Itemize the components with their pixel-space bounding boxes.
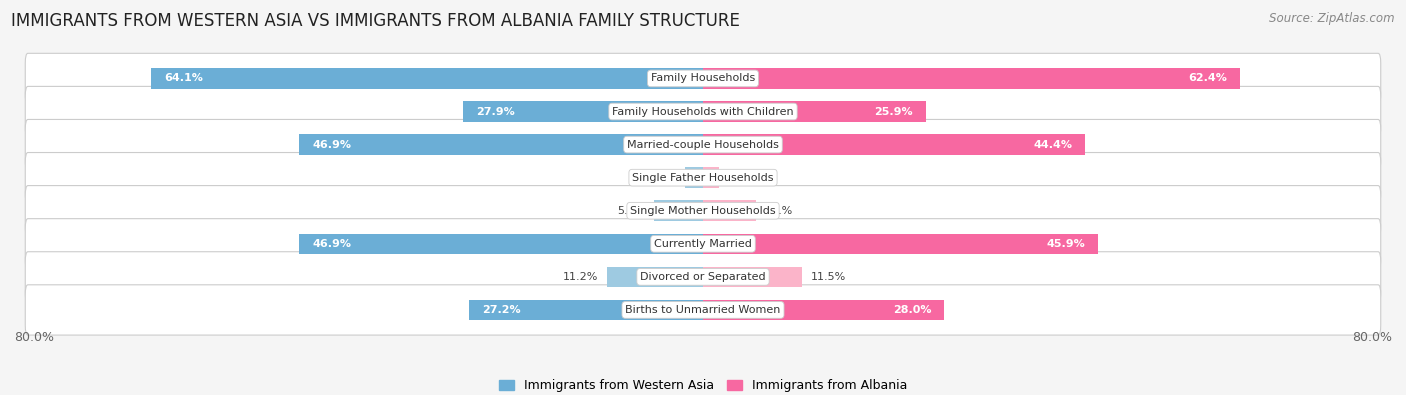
Text: Currently Married: Currently Married	[654, 239, 752, 249]
FancyBboxPatch shape	[25, 219, 1381, 269]
FancyBboxPatch shape	[25, 152, 1381, 203]
Text: 62.4%: 62.4%	[1188, 73, 1227, 83]
Text: Source: ZipAtlas.com: Source: ZipAtlas.com	[1270, 12, 1395, 25]
Bar	[463, 101, 703, 122]
Text: 80.0%: 80.0%	[14, 331, 53, 344]
Text: Births to Unmarried Women: Births to Unmarried Women	[626, 305, 780, 315]
Bar	[703, 300, 945, 320]
Text: 44.4%: 44.4%	[1033, 139, 1073, 150]
Text: 46.9%: 46.9%	[312, 239, 352, 249]
Text: Family Households with Children: Family Households with Children	[612, 107, 794, 117]
FancyBboxPatch shape	[25, 186, 1381, 236]
Text: Divorced or Separated: Divorced or Separated	[640, 272, 766, 282]
Bar	[299, 134, 703, 155]
Text: 27.9%: 27.9%	[475, 107, 515, 117]
FancyBboxPatch shape	[25, 285, 1381, 335]
Text: 2.1%: 2.1%	[648, 173, 676, 182]
Bar	[654, 201, 703, 221]
Bar	[150, 68, 703, 89]
Text: 5.7%: 5.7%	[617, 206, 645, 216]
FancyBboxPatch shape	[25, 53, 1381, 103]
Text: 46.9%: 46.9%	[312, 139, 352, 150]
Text: 11.5%: 11.5%	[811, 272, 846, 282]
Text: 80.0%: 80.0%	[1353, 331, 1392, 344]
Text: Married-couple Households: Married-couple Households	[627, 139, 779, 150]
Legend: Immigrants from Western Asia, Immigrants from Albania: Immigrants from Western Asia, Immigrants…	[495, 376, 911, 395]
Bar	[299, 233, 703, 254]
Bar	[703, 233, 1098, 254]
Text: 25.9%: 25.9%	[875, 107, 912, 117]
Text: 27.2%: 27.2%	[482, 305, 520, 315]
Text: Single Mother Households: Single Mother Households	[630, 206, 776, 216]
FancyBboxPatch shape	[25, 87, 1381, 137]
Text: IMMIGRANTS FROM WESTERN ASIA VS IMMIGRANTS FROM ALBANIA FAMILY STRUCTURE: IMMIGRANTS FROM WESTERN ASIA VS IMMIGRAN…	[11, 12, 740, 30]
Text: 6.1%: 6.1%	[763, 206, 793, 216]
Bar	[703, 134, 1085, 155]
Bar	[703, 167, 720, 188]
Text: 11.2%: 11.2%	[562, 272, 598, 282]
Bar	[703, 201, 755, 221]
Text: 28.0%: 28.0%	[893, 305, 931, 315]
Text: 45.9%: 45.9%	[1046, 239, 1085, 249]
Bar	[606, 267, 703, 287]
Bar	[468, 300, 703, 320]
FancyBboxPatch shape	[25, 252, 1381, 302]
Text: 64.1%: 64.1%	[165, 73, 202, 83]
FancyBboxPatch shape	[25, 119, 1381, 170]
Bar	[703, 267, 801, 287]
Bar	[685, 167, 703, 188]
Text: Family Households: Family Households	[651, 73, 755, 83]
Text: 1.9%: 1.9%	[728, 173, 756, 182]
Bar	[703, 68, 1240, 89]
Text: Single Father Households: Single Father Households	[633, 173, 773, 182]
Bar	[703, 101, 927, 122]
